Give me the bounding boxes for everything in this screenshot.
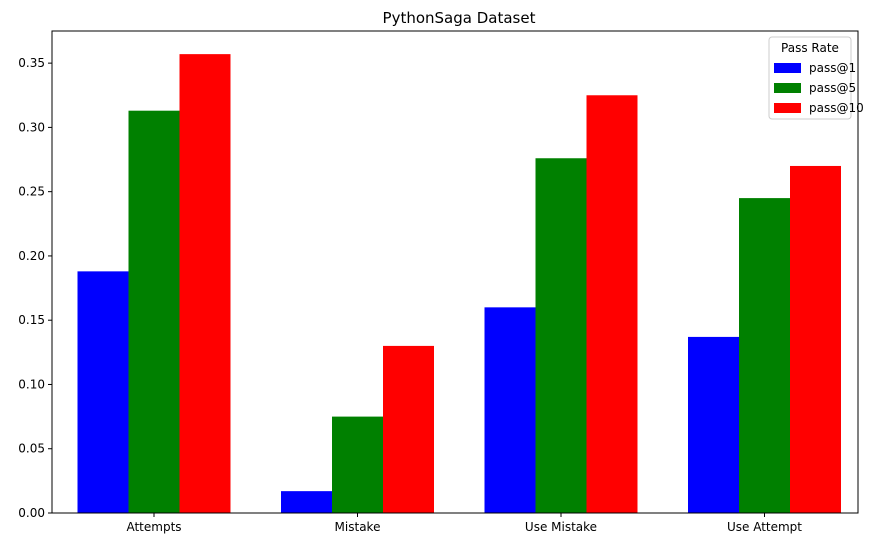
bar-pass@1-mistake — [281, 491, 332, 513]
axes-group: Attempts Mistake Use Mistake Use Attempt 0.0… — [18, 30, 859, 534]
legend-swatch-pass@1 — [774, 63, 801, 73]
bar-pass@1-use-mistake — [484, 307, 536, 513]
y-tick-label: 0.35 — [18, 56, 45, 70]
legend: Pass Rate pass@1 pass@5 pass@10 — [768, 36, 864, 120]
bars-group — [77, 54, 841, 514]
plot-frame — [51, 30, 859, 514]
x-tick-label: Use Mistake — [525, 520, 597, 534]
y-tick-label: 0.05 — [18, 442, 45, 456]
x-tick-label: Mistake — [335, 520, 381, 534]
bar-pass@5-mistake — [332, 416, 383, 513]
y-tick-label: 0.15 — [18, 313, 45, 327]
bar-pass@5-use-attempt — [739, 198, 790, 514]
x-tick-label: Attempts — [126, 520, 181, 534]
legend-label-pass@10: pass@10 — [809, 101, 864, 115]
y-tick-label: 0.30 — [18, 120, 45, 134]
bar-pass@10-mistake — [383, 345, 434, 513]
legend-swatch-pass@5 — [774, 83, 801, 93]
legend-swatch-pass@10 — [774, 103, 801, 113]
bar-pass@10-use-attempt — [790, 165, 841, 513]
bar-pass@5-attempts — [128, 110, 180, 513]
bar-pass@1-use-attempt — [688, 336, 739, 513]
chart-title: PythonSaga Dataset — [383, 9, 536, 27]
legend-label-pass@5: pass@5 — [809, 81, 856, 95]
bar-pass@10-use-mistake — [586, 95, 638, 514]
bar-pass@1-attempts — [77, 271, 129, 513]
y-tick-label: 0.20 — [18, 249, 45, 263]
x-tick-label: Use Attempt — [727, 520, 802, 534]
y-tick-label: 0.00 — [18, 506, 45, 520]
bar-pass@10-attempts — [179, 54, 231, 514]
legend-box — [768, 36, 852, 120]
legend-label-pass@1: pass@1 — [809, 61, 856, 75]
legend-title: Pass Rate — [781, 41, 839, 55]
y-tick-label: 0.10 — [18, 377, 45, 391]
y-tick-label: 0.25 — [18, 185, 45, 199]
bar-pass@5-use-mistake — [535, 158, 587, 514]
